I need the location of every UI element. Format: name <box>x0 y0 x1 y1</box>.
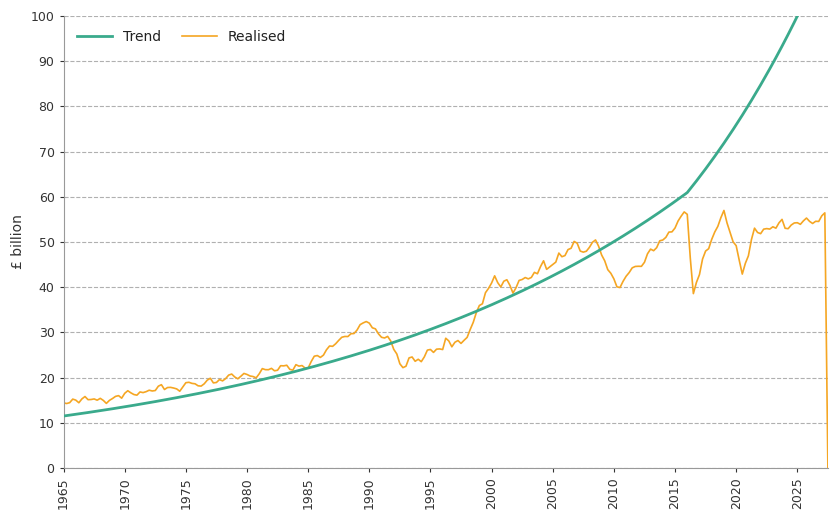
Trend <box>407 333 417 339</box>
Trend <box>576 258 586 264</box>
Trend <box>358 349 368 355</box>
Realised <box>576 248 586 254</box>
Realised <box>511 284 521 291</box>
Realised <box>633 263 644 269</box>
Realised <box>520 275 530 281</box>
Realised <box>719 207 729 214</box>
Line: Realised: Realised <box>64 211 828 468</box>
Realised <box>358 320 368 326</box>
Realised <box>407 354 417 360</box>
Trend <box>59 413 69 419</box>
Y-axis label: £ billion: £ billion <box>11 215 25 269</box>
Trend <box>520 287 530 293</box>
Line: Trend: Trend <box>64 0 828 416</box>
Trend <box>511 291 521 297</box>
Legend: Trend, Realised: Trend, Realised <box>70 23 294 51</box>
Realised <box>823 465 833 471</box>
Realised <box>59 400 69 406</box>
Trend <box>633 223 644 229</box>
